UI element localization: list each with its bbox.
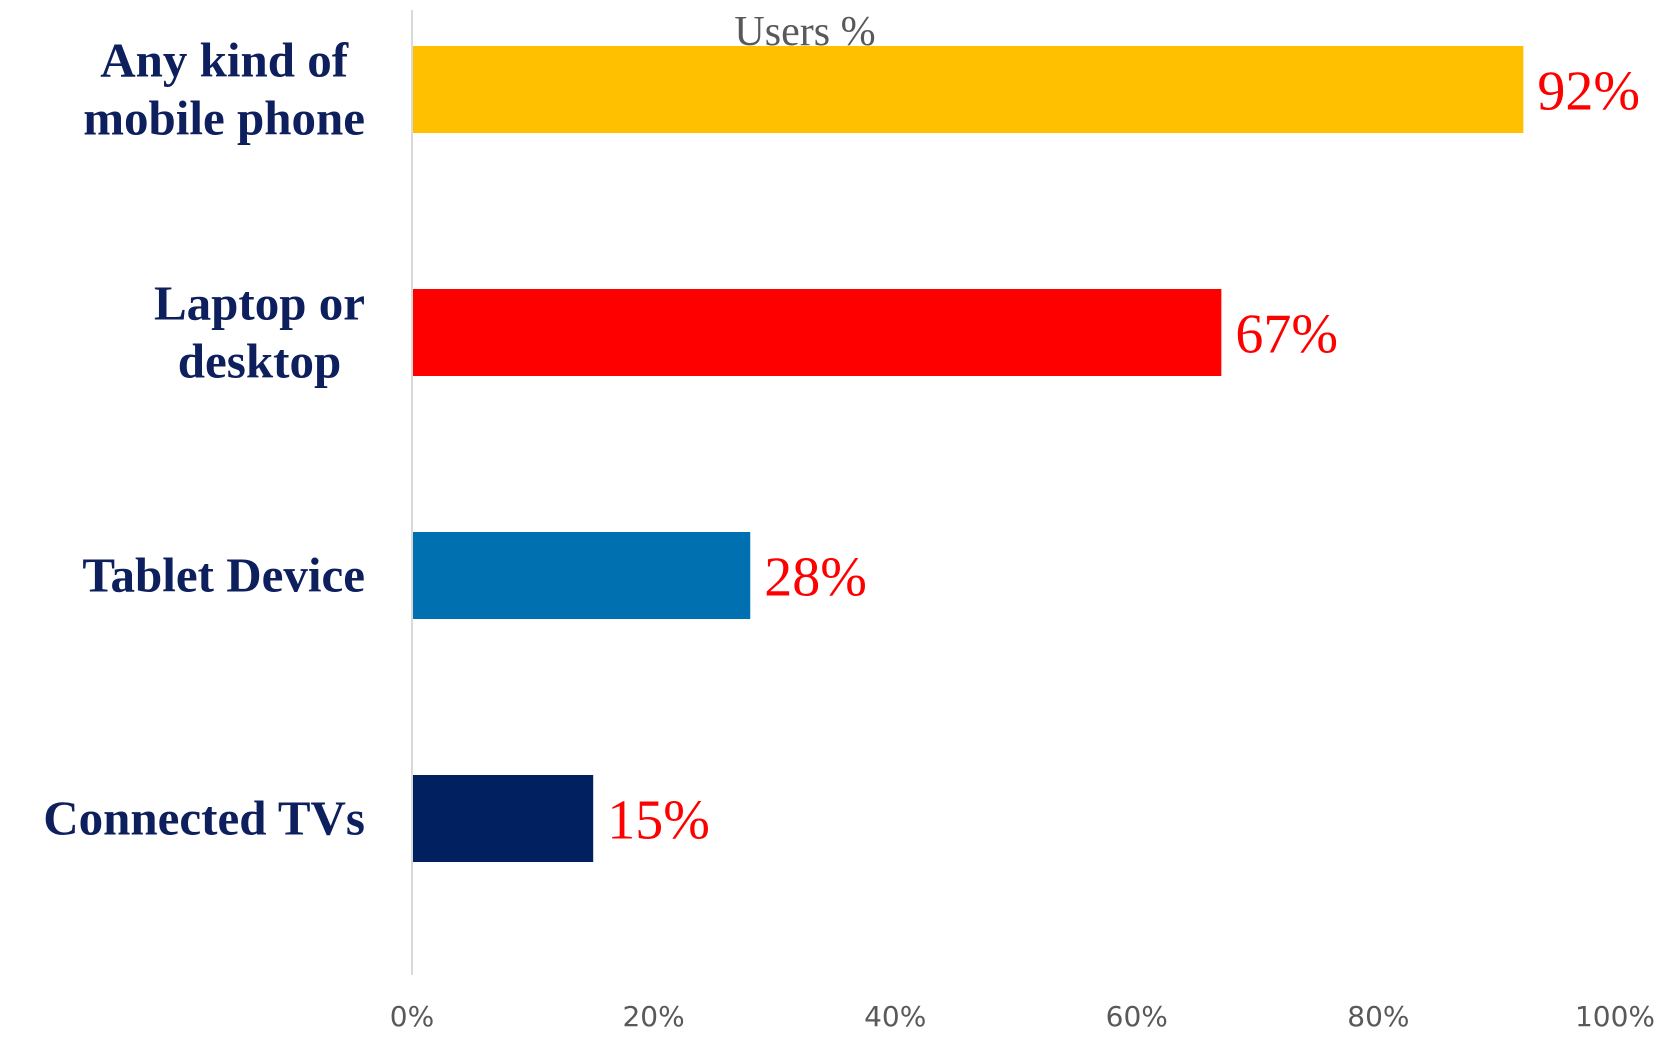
category-label-line: Laptop or xyxy=(154,276,365,331)
category-label: Connected TVs xyxy=(43,791,365,846)
data-labels: 92% 67% 28% 15% xyxy=(607,61,1640,852)
tick-label: 100% xyxy=(1575,1000,1655,1033)
bar xyxy=(413,46,1524,133)
category-label-line: Connected TVs xyxy=(43,791,365,846)
data-label: 15% xyxy=(607,790,710,852)
category-label: Laptop or desktop xyxy=(154,276,365,389)
category-label: Any kind of mobile phone xyxy=(83,33,365,146)
tick-label: 60% xyxy=(1106,1000,1168,1033)
data-label: 28% xyxy=(764,547,867,609)
bar xyxy=(413,775,594,862)
tick-label: 20% xyxy=(622,1000,684,1033)
category-label-line: desktop xyxy=(178,334,341,389)
bar xyxy=(413,532,751,619)
bar xyxy=(413,289,1222,376)
category-label-line: Any kind of xyxy=(100,33,349,88)
tick-label: 80% xyxy=(1347,1000,1409,1033)
data-label: 92% xyxy=(1537,61,1640,123)
category-label: Tablet Device xyxy=(82,548,365,603)
category-label-line: mobile phone xyxy=(83,91,365,146)
category-labels: Any kind of mobile phone Laptop or desktop T… xyxy=(43,33,365,846)
tick-label: 0% xyxy=(390,1000,434,1033)
tick-label: 40% xyxy=(864,1000,926,1033)
bars xyxy=(413,46,1524,862)
category-label-line: Tablet Device xyxy=(82,548,365,603)
tick-labels: 0% 20% 40% 60% 80% 100% xyxy=(390,1000,1655,1033)
data-label: 67% xyxy=(1235,304,1338,366)
